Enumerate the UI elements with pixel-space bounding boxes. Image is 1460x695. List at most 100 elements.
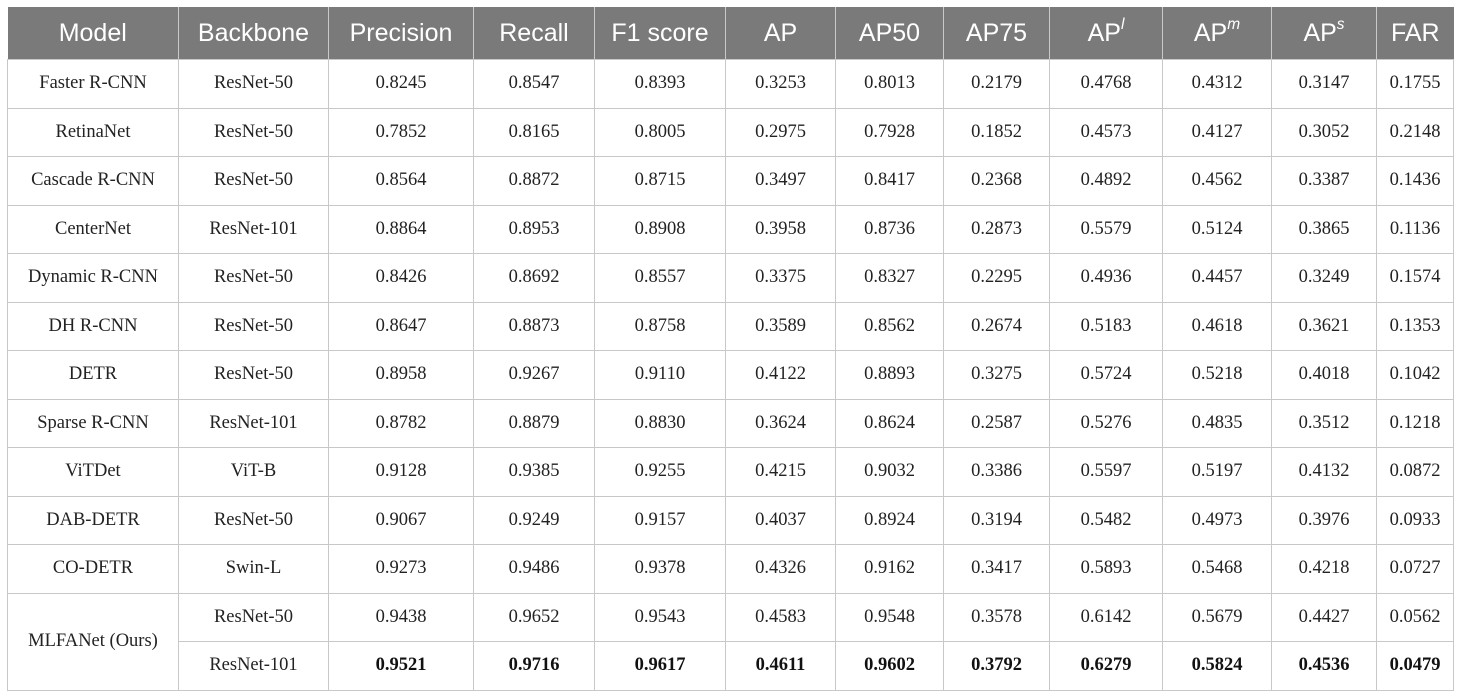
metric-cell: 0.9267 [473, 350, 595, 400]
metric-cell: 0.9652 [473, 592, 595, 642]
metric-cell: 0.5579 [1049, 204, 1163, 254]
column-header: Recall [473, 7, 595, 60]
metric-cell: 0.3621 [1271, 301, 1377, 351]
metric-cell: 0.4536 [1271, 641, 1377, 691]
column-header: FAR [1376, 7, 1454, 60]
metric-cell: 0.5893 [1049, 544, 1163, 594]
metric-cell: 0.8647 [328, 301, 474, 351]
metric-cell: 0.8864 [328, 204, 474, 254]
table-row: CO-DETR Swin-L 0.9273 0.9486 0.9378 0.4326 0.9… [7, 544, 1454, 594]
metric-cell: 0.4122 [725, 350, 836, 400]
column-header: APm [1162, 7, 1272, 60]
metric-cell: 0.5183 [1049, 301, 1163, 351]
metric-cell: 0.9273 [328, 544, 474, 594]
metric-cell: 0.8715 [594, 156, 726, 206]
metric-cell: 0.1852 [943, 107, 1050, 157]
backbone-cell: ResNet-50 [178, 495, 329, 545]
metric-cell: 0.0562 [1376, 592, 1454, 642]
metric-cell: 0.0933 [1376, 495, 1454, 545]
metric-cell: 0.3253 [725, 59, 836, 109]
metric-cell: 0.4611 [725, 641, 836, 691]
metric-cell: 0.4618 [1162, 301, 1272, 351]
backbone-cell: Swin-L [178, 544, 329, 594]
metric-cell: 0.4835 [1162, 398, 1272, 448]
metric-cell: 0.9521 [328, 641, 474, 691]
metric-cell: 0.8830 [594, 398, 726, 448]
metric-cell: 0.8165 [473, 107, 595, 157]
metric-cell: 0.9032 [835, 447, 944, 497]
metric-cell: 0.6279 [1049, 641, 1163, 691]
model-cell: DAB-DETR [7, 495, 179, 545]
table-row: Sparse R-CNN ResNet-101 0.8782 0.8879 0.8830… [7, 398, 1454, 448]
metric-cell: 0.1042 [1376, 350, 1454, 400]
metric-cell: 0.5124 [1162, 204, 1272, 254]
backbone-cell: ResNet-101 [178, 398, 329, 448]
metric-cell: 0.9716 [473, 641, 595, 691]
table-row: ViTDet ViT-B 0.9128 0.9385 0.9255 0.4215 0.903… [7, 447, 1454, 497]
metric-cell: 0.8327 [835, 253, 944, 303]
metric-cell: 0.8417 [835, 156, 944, 206]
metric-cell: 0.2295 [943, 253, 1050, 303]
metric-cell: 0.3512 [1271, 398, 1377, 448]
table-row: DAB-DETR ResNet-50 0.9067 0.9249 0.9157 0.403… [7, 495, 1454, 545]
model-cell: Faster R-CNN [7, 59, 179, 109]
backbone-cell: ResNet-50 [178, 59, 329, 109]
table-row: DH R-CNN ResNet-50 0.8647 0.8873 0.8758 0.358… [7, 301, 1454, 351]
column-header-label: AP [1303, 18, 1337, 47]
metric-cell: 0.4936 [1049, 253, 1163, 303]
metric-cell: 0.3387 [1271, 156, 1377, 206]
backbone-cell: ResNet-50 [178, 301, 329, 351]
metric-cell: 0.8624 [835, 398, 944, 448]
metric-cell: 0.8393 [594, 59, 726, 109]
metric-cell: 0.5468 [1162, 544, 1272, 594]
metric-cell: 0.4573 [1049, 107, 1163, 157]
metric-cell: 0.3865 [1271, 204, 1377, 254]
metric-cell: 0.3578 [943, 592, 1050, 642]
metric-cell: 0.8879 [473, 398, 595, 448]
table-header-row: Model Backbone Precision Recall F1 score AP AP… [7, 7, 1454, 60]
metric-cell: 0.1755 [1376, 59, 1454, 109]
backbone-cell: ResNet-101 [178, 204, 329, 254]
metric-cell: 0.4037 [725, 495, 836, 545]
metric-cell: 0.4583 [725, 592, 836, 642]
metric-cell: 0.8782 [328, 398, 474, 448]
metric-cell: 0.4562 [1162, 156, 1272, 206]
metric-cell: 0.3792 [943, 641, 1050, 691]
backbone-cell: ResNet-50 [178, 107, 329, 157]
results-table: Model Backbone Precision Recall F1 score AP AP… [7, 7, 1454, 691]
metric-cell: 0.9128 [328, 447, 474, 497]
metric-cell: 0.5482 [1049, 495, 1163, 545]
metric-cell: 0.8005 [594, 107, 726, 157]
metric-cell: 0.8564 [328, 156, 474, 206]
metric-cell: 0.9548 [835, 592, 944, 642]
metric-cell: 0.3147 [1271, 59, 1377, 109]
metric-cell: 0.8893 [835, 350, 944, 400]
table-row: ResNet-101 0.9521 0.9716 0.9617 0.4611 0.9602… [8, 641, 1454, 691]
metric-cell: 0.9486 [473, 544, 595, 594]
metric-cell: 0.1353 [1376, 301, 1454, 351]
metric-cell: 0.4973 [1162, 495, 1272, 545]
metric-cell: 0.4215 [725, 447, 836, 497]
metric-cell: 0.9162 [835, 544, 944, 594]
metric-cell: 0.7852 [328, 107, 474, 157]
column-header: AP50 [835, 7, 944, 60]
metric-cell: 0.8736 [835, 204, 944, 254]
table-row: DETR ResNet-50 0.8958 0.9267 0.9110 0.4122 0.8… [7, 350, 1454, 400]
metric-cell: 0.8953 [473, 204, 595, 254]
backbone-cell: ViT-B [178, 447, 329, 497]
metric-cell: 0.1436 [1376, 156, 1454, 206]
metric-cell: 0.8924 [835, 495, 944, 545]
table-row: RetinaNet ResNet-50 0.7852 0.8165 0.8005 0.29… [7, 107, 1454, 157]
column-header: APl [1049, 7, 1163, 60]
table-row: Faster R-CNN ResNet-50 0.8245 0.8547 0.8393 0… [7, 59, 1454, 109]
backbone-cell: ResNet-101 [178, 641, 329, 691]
backbone-cell: ResNet-50 [178, 156, 329, 206]
column-header-superscript: s [1336, 15, 1345, 33]
metric-cell: 0.5679 [1162, 592, 1272, 642]
metric-cell: 0.0479 [1376, 641, 1454, 691]
column-header-label: AP [1087, 18, 1121, 47]
table-row: Dynamic R-CNN ResNet-50 0.8426 0.8692 0.8557… [7, 253, 1454, 303]
metric-cell: 0.4312 [1162, 59, 1272, 109]
metric-cell: 0.8692 [473, 253, 595, 303]
metric-cell: 0.3624 [725, 398, 836, 448]
